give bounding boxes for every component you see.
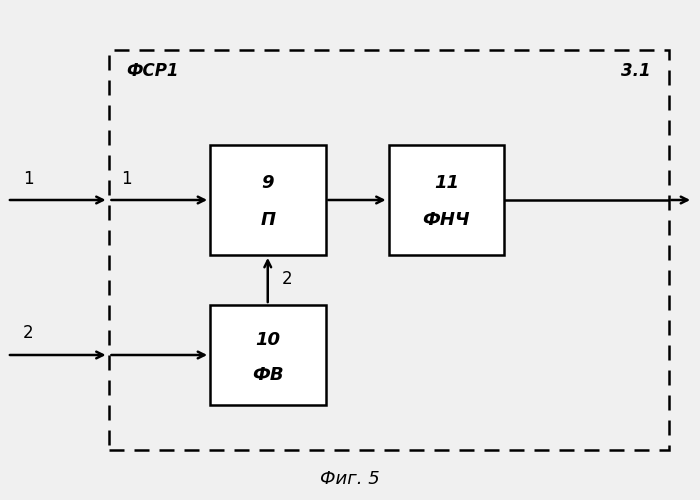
Text: 2: 2 [22, 324, 34, 342]
Text: ФСР1: ФСР1 [126, 62, 178, 80]
Text: 2: 2 [281, 270, 293, 288]
Text: ФНЧ: ФНЧ [423, 211, 470, 229]
Text: 10: 10 [256, 331, 280, 349]
Text: 1: 1 [120, 170, 132, 188]
Text: 9: 9 [262, 174, 274, 192]
Bar [389, 145, 504, 255]
Text: Фиг. 5: Фиг. 5 [320, 470, 380, 488]
Text: 11: 11 [434, 174, 458, 192]
Bar [108, 50, 668, 450]
Bar [210, 305, 326, 405]
Text: П: П [260, 211, 275, 229]
Text: 1: 1 [22, 170, 34, 188]
Text: 3.1: 3.1 [622, 62, 651, 80]
Text: ФВ: ФВ [252, 366, 284, 384]
Bar [210, 145, 326, 255]
